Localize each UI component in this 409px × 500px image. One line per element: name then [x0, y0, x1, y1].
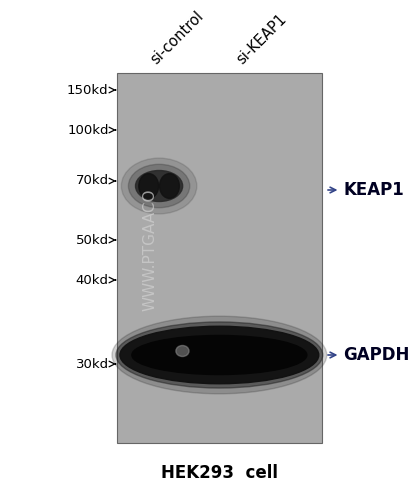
Ellipse shape — [175, 346, 189, 356]
Ellipse shape — [128, 164, 189, 208]
Text: GAPDH: GAPDH — [342, 346, 409, 364]
Text: 100kd: 100kd — [67, 124, 108, 136]
FancyBboxPatch shape — [117, 72, 321, 442]
Text: si-control: si-control — [147, 9, 205, 68]
Ellipse shape — [121, 158, 196, 214]
Text: 30kd: 30kd — [75, 358, 108, 370]
Text: HEK293  cell: HEK293 cell — [160, 464, 277, 482]
Ellipse shape — [132, 336, 306, 374]
Ellipse shape — [116, 322, 322, 388]
Ellipse shape — [112, 316, 326, 394]
Text: WWW.PTGAACO: WWW.PTGAACO — [142, 188, 157, 311]
Ellipse shape — [159, 174, 179, 199]
Ellipse shape — [139, 174, 158, 199]
Text: 150kd: 150kd — [67, 84, 108, 96]
Text: 50kd: 50kd — [75, 234, 108, 246]
Text: KEAP1: KEAP1 — [342, 181, 403, 199]
Ellipse shape — [135, 170, 182, 202]
Text: si-KEAP1: si-KEAP1 — [233, 12, 288, 68]
Text: 40kd: 40kd — [76, 274, 108, 286]
Ellipse shape — [120, 326, 318, 384]
Text: 70kd: 70kd — [75, 174, 108, 188]
